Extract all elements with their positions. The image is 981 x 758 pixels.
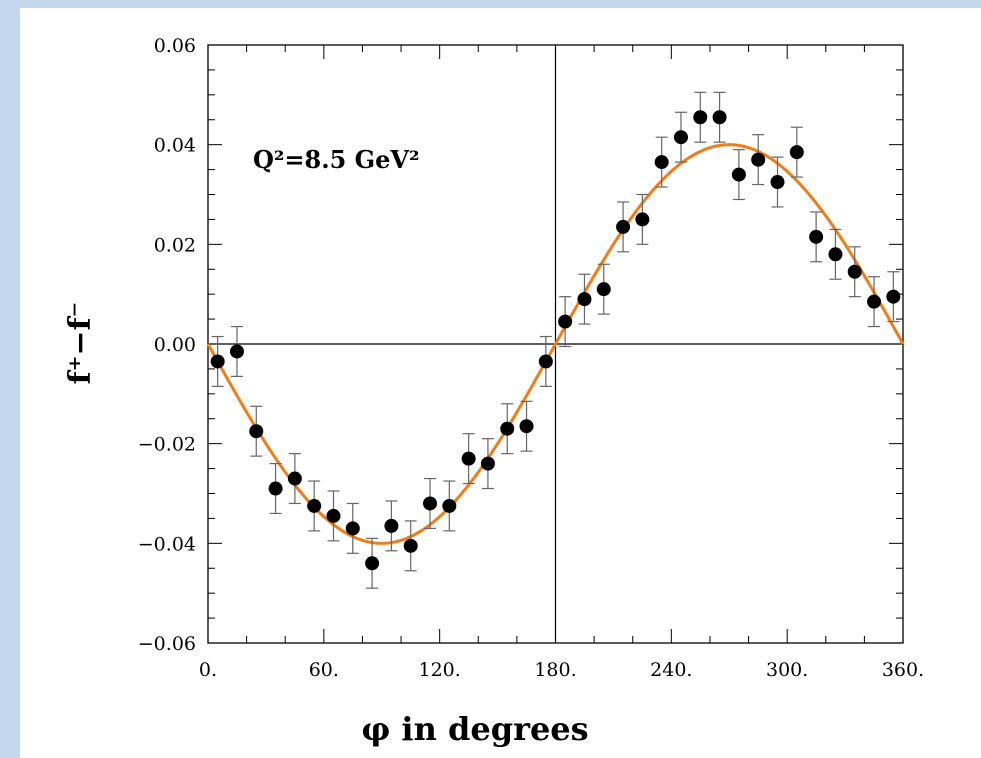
x-tick-label: 120. <box>419 659 461 681</box>
data-point <box>210 335 225 387</box>
data-point <box>423 477 438 529</box>
data-point <box>654 136 669 188</box>
data-point <box>403 520 418 572</box>
data-points <box>210 91 901 589</box>
data-point <box>229 325 244 377</box>
data-point <box>828 228 843 280</box>
data-point <box>577 273 592 325</box>
data-point <box>789 126 804 178</box>
data-point <box>480 438 495 490</box>
data-marker <box>596 282 611 297</box>
data-marker <box>326 508 341 523</box>
y-axis-title: f⁺−f⁻ <box>63 302 98 385</box>
data-marker <box>384 518 399 533</box>
x-tick-label: 360. <box>882 659 924 681</box>
data-point <box>326 490 341 542</box>
data-marker <box>461 451 476 466</box>
data-point <box>538 335 553 387</box>
data-marker <box>654 155 669 170</box>
data-marker <box>442 498 457 513</box>
data-point <box>249 405 264 457</box>
data-point <box>596 263 611 315</box>
data-point <box>442 480 457 532</box>
data-marker <box>558 314 573 329</box>
x-tick-label: 240. <box>650 659 692 681</box>
x-tick-label: 180. <box>534 659 576 681</box>
data-point <box>307 480 322 532</box>
x-tick-label: 60. <box>309 659 339 681</box>
data-marker <box>673 130 688 145</box>
y-tick-label: 0.02 <box>154 234 196 256</box>
data-marker <box>577 292 592 307</box>
data-marker <box>886 289 901 304</box>
data-point <box>770 156 785 208</box>
data-point <box>268 463 283 515</box>
data-marker <box>307 498 322 513</box>
data-point <box>461 433 476 485</box>
chart-annotation: Q²=8.5 GeV² <box>253 145 420 174</box>
chart: 0. 60. 120. 180. 240. 300. 360. −0.06 −0.04 −0.02… <box>63 35 924 748</box>
data-marker <box>268 481 283 496</box>
x-tick-label: 0. <box>199 659 217 681</box>
data-point <box>500 403 515 455</box>
x-axis-title: φ in degrees <box>361 710 588 748</box>
data-marker <box>828 247 843 262</box>
data-marker <box>693 110 708 125</box>
data-marker <box>847 264 862 279</box>
data-point <box>847 246 862 298</box>
data-marker <box>519 419 534 434</box>
data-marker <box>789 145 804 160</box>
data-point <box>731 149 746 201</box>
data-marker <box>635 212 650 227</box>
data-point <box>287 453 302 505</box>
data-point <box>345 502 360 554</box>
data-point <box>673 111 688 163</box>
data-point <box>712 91 727 143</box>
data-marker <box>538 354 553 369</box>
y-tick-label: 0.06 <box>154 35 196 57</box>
data-marker <box>345 521 360 536</box>
data-marker <box>249 424 264 439</box>
data-point <box>809 211 824 263</box>
data-marker <box>616 219 631 234</box>
data-marker <box>480 456 495 471</box>
data-point <box>558 296 573 348</box>
data-point <box>616 201 631 253</box>
data-point <box>635 193 650 245</box>
fit-curve <box>206 143 905 545</box>
tick-labels: 0. 60. 120. 180. 240. 300. 360. −0.06 −0.04 −0.02… <box>138 35 924 681</box>
y-tick-label: −0.04 <box>138 533 196 555</box>
data-marker <box>365 556 380 571</box>
data-marker <box>500 421 515 436</box>
figure-frame: 0. 60. 120. 180. 240. 300. 360. −0.06 −0.04 −0.02… <box>20 8 981 758</box>
y-tick-label: −0.02 <box>138 434 196 456</box>
y-tick-label: 0.04 <box>154 135 196 157</box>
data-marker <box>210 354 225 369</box>
data-marker <box>751 152 766 167</box>
data-marker <box>229 344 244 359</box>
data-point <box>384 500 399 552</box>
data-marker <box>403 538 418 553</box>
data-marker <box>809 229 824 244</box>
data-point <box>519 400 534 452</box>
data-point <box>751 134 766 186</box>
x-tick-label: 300. <box>766 659 808 681</box>
data-marker <box>712 110 727 125</box>
data-marker <box>731 167 746 182</box>
data-marker <box>867 294 882 309</box>
data-marker <box>770 175 785 190</box>
data-point <box>693 91 708 143</box>
data-point <box>886 271 901 323</box>
y-tick-label: −0.06 <box>138 633 196 655</box>
data-point <box>867 276 882 328</box>
data-marker <box>287 471 302 486</box>
data-point <box>365 537 380 589</box>
fit-curve-group <box>206 143 905 545</box>
y-tick-label: 0.00 <box>154 334 196 356</box>
data-marker <box>423 496 438 511</box>
